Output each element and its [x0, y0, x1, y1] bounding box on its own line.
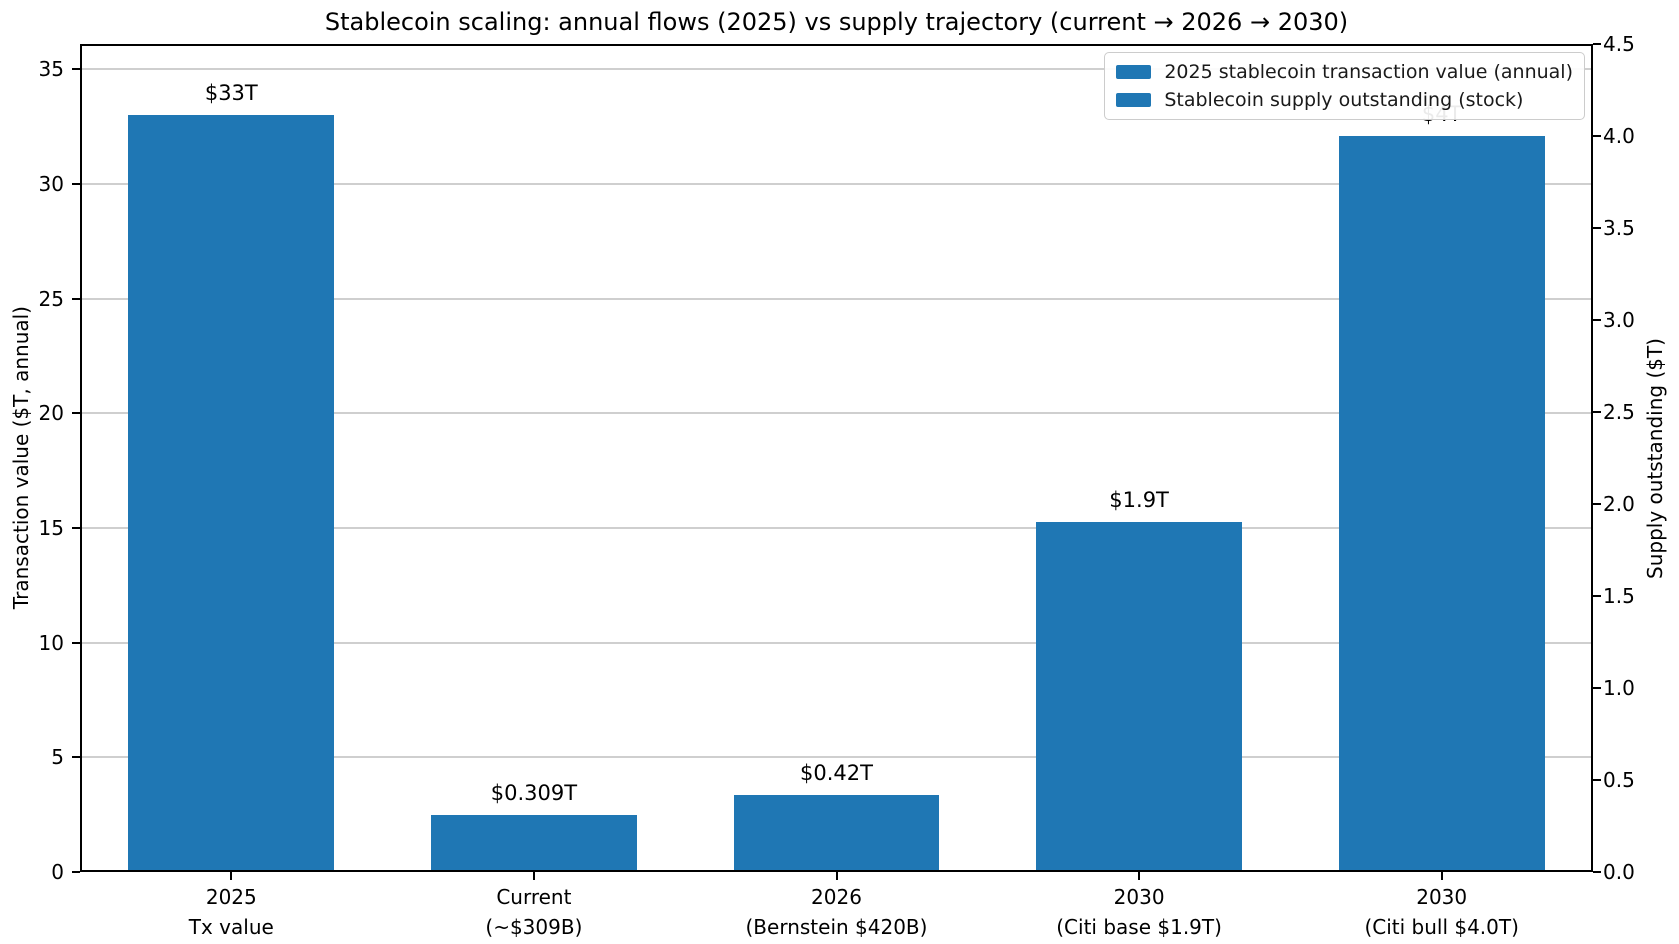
x-tick-mark: [230, 872, 233, 880]
right-axis-title: Supply outstanding ($T): [1638, 44, 1672, 872]
right-y-tick-label: 2.0: [1603, 492, 1635, 516]
x-tick-label: 2025 Tx value: [188, 885, 274, 939]
legend-label: 2025 stablecoin transaction value (annua…: [1164, 61, 1573, 83]
x-tick-mark: [1440, 872, 1443, 880]
gridline: [80, 412, 1593, 415]
x-tick-mark: [1138, 872, 1141, 880]
right-y-tick-label: 3.5: [1603, 216, 1635, 240]
gridline: [80, 68, 1593, 71]
right-y-tick-label: 4.5: [1603, 32, 1635, 56]
right-y-tick-label: 0.5: [1603, 768, 1635, 792]
left-y-tick-label: 0: [51, 860, 64, 884]
left-y-tick-label: 20: [38, 401, 64, 426]
left-tick-mark: [72, 182, 80, 185]
legend-entry-supply-outstanding: Stablecoin supply outstanding (stock): [1116, 89, 1573, 111]
x-tick-mark: [532, 872, 535, 880]
right-y-tick-label: 3.0: [1603, 308, 1635, 332]
right-y-tick-label: 4.0: [1603, 124, 1635, 148]
right-y-tick-label: 1.5: [1603, 584, 1635, 608]
left-tick-mark: [72, 756, 80, 759]
bar: [1036, 522, 1242, 872]
right-tick-mark: [1593, 871, 1601, 873]
bar: [128, 115, 335, 872]
right-tick-mark: [1593, 503, 1601, 505]
legend-swatch-icon: [1116, 93, 1152, 107]
right-tick-mark: [1593, 43, 1601, 45]
x-tick-label: Current (~$309B): [485, 885, 583, 939]
right-tick-mark: [1593, 135, 1601, 137]
left-y-tick-label: 5: [51, 745, 64, 770]
left-tick-mark: [72, 871, 80, 873]
bar: [431, 815, 637, 872]
left-y-tick-label: 25: [38, 286, 64, 311]
left-y-tick-label: 35: [38, 57, 64, 82]
gridline: [80, 756, 1593, 759]
plot-area: $33T$0.309T$0.42T$1.9T$4T 2025 stablecoi…: [80, 44, 1593, 872]
left-y-tick-label: 15: [38, 515, 64, 540]
right-tick-mark: [1593, 779, 1601, 781]
right-y-tick-label: 2.5: [1603, 400, 1635, 424]
right-y-tick-label: 0.0: [1603, 860, 1635, 884]
gridline: [80, 182, 1593, 185]
legend-swatch-icon: [1116, 65, 1152, 79]
x-tick-label: 2026 (Bernstein $420B): [745, 885, 928, 939]
x-tick-mark: [835, 872, 838, 880]
left-tick-mark: [72, 68, 80, 71]
bar: [1338, 136, 1545, 872]
x-tick-label: 2030 (Citi base $1.9T): [1056, 885, 1222, 939]
gridline: [80, 297, 1593, 300]
left-tick-mark: [72, 297, 80, 300]
left-tick-mark: [72, 412, 80, 415]
bar-value-label: $0.309T: [490, 781, 578, 806]
left-tick-mark: [72, 526, 80, 529]
left-y-tick-label: 10: [38, 630, 64, 655]
gridline: [80, 641, 1593, 644]
bar-value-label: $0.42T: [800, 760, 873, 785]
x-tick-label: 2030 (Citi bull $4.0T): [1364, 885, 1519, 939]
right-tick-mark: [1593, 595, 1601, 597]
right-axis-title-text: Supply outstanding ($T): [1643, 337, 1667, 579]
bar-value-label: $1.9T: [1109, 488, 1169, 513]
left-y-tick-label: 30: [38, 171, 64, 196]
legend: 2025 stablecoin transaction value (annua…: [1104, 52, 1585, 120]
legend-label: Stablecoin supply outstanding (stock): [1164, 89, 1524, 111]
bar-value-label: $33T: [204, 81, 258, 106]
legend-entry-transaction-value: 2025 stablecoin transaction value (annua…: [1116, 61, 1573, 83]
right-tick-mark: [1593, 411, 1601, 413]
right-y-tick-label: 1.0: [1603, 676, 1635, 700]
gridline: [80, 526, 1593, 529]
right-tick-mark: [1593, 319, 1601, 321]
bar: [733, 794, 940, 872]
chart-title: Stablecoin scaling: annual flows (2025) …: [324, 8, 1349, 36]
left-tick-mark: [72, 641, 80, 644]
left-axis-title-text: Transaction value ($T, annual): [9, 306, 33, 610]
right-tick-mark: [1593, 227, 1601, 229]
right-tick-mark: [1593, 687, 1601, 689]
